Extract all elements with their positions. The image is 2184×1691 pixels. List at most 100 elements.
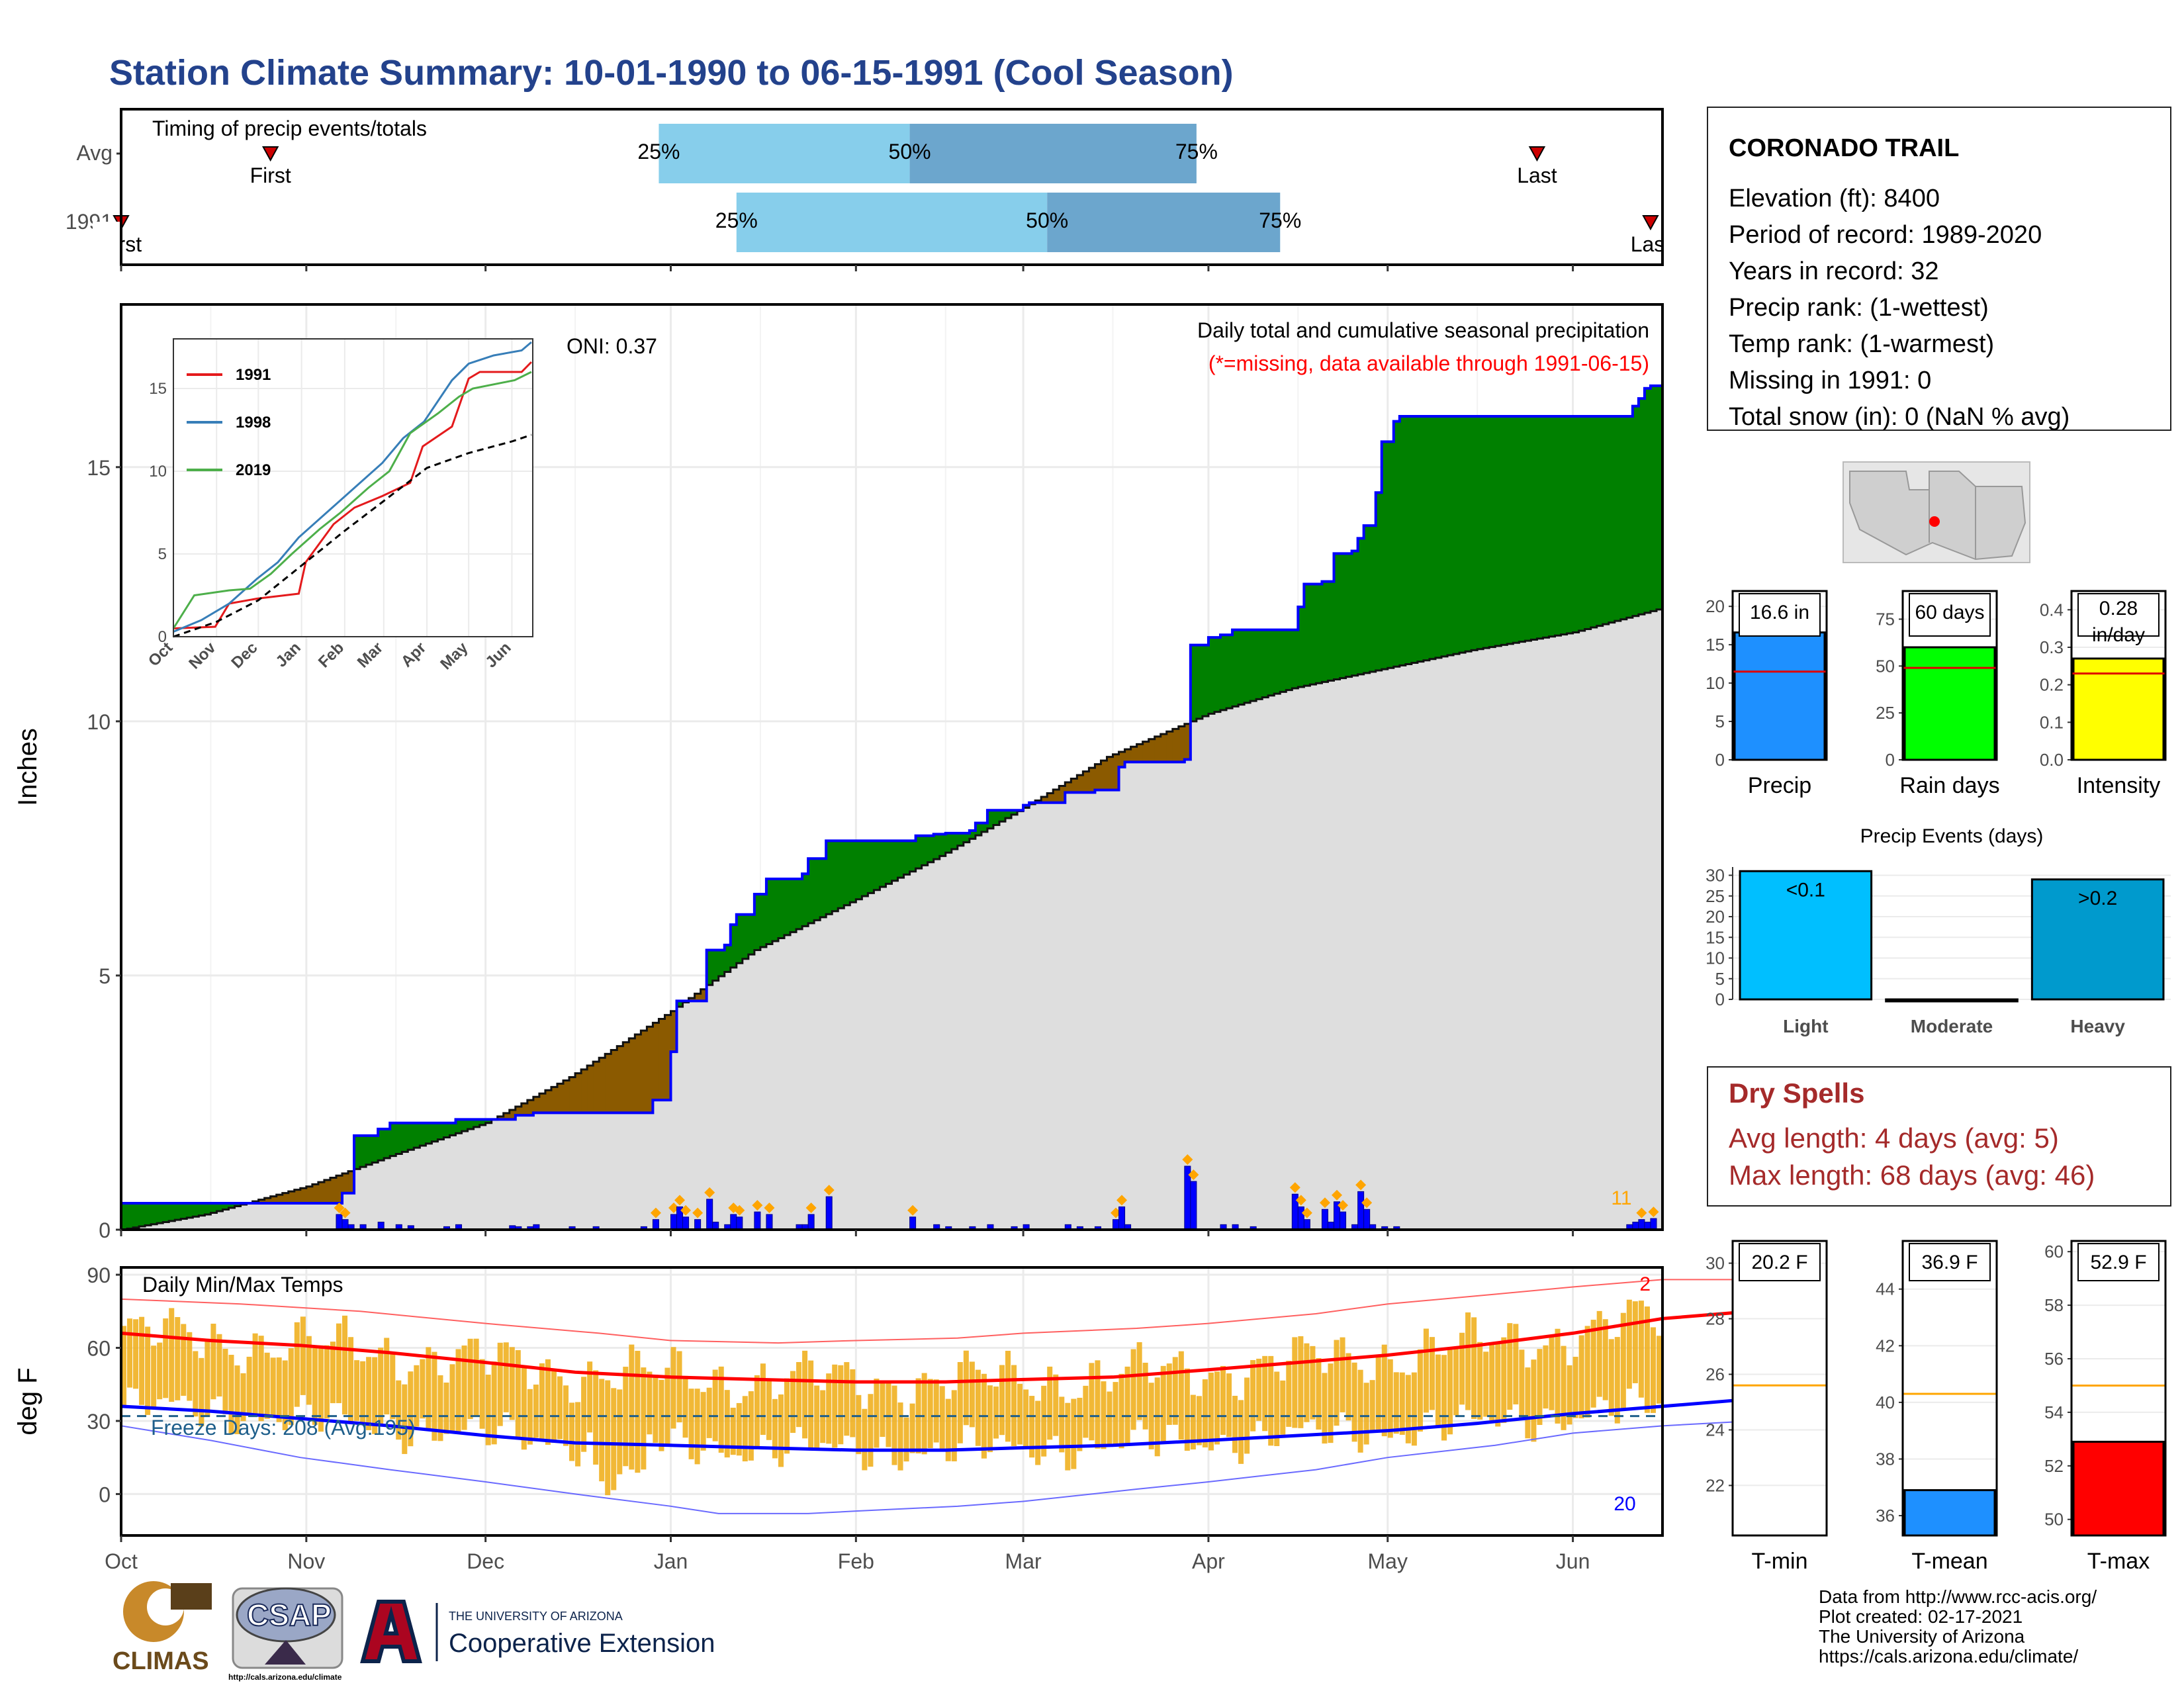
daily-temp-range-bar	[222, 1349, 228, 1414]
below-avg-fill	[569, 1077, 576, 1113]
above-avg-fill	[1226, 635, 1233, 708]
daily-precip-bar	[1298, 1207, 1304, 1230]
precip-chart-title: Daily total and cumulative seasonal prec…	[1197, 318, 1649, 342]
daily-temp-range-bar	[510, 1347, 515, 1420]
events-x-tick-label: Heavy	[2070, 1016, 2125, 1036]
above-avg-fill	[169, 1203, 175, 1221]
summary-value-bar	[1905, 647, 1995, 760]
above-avg-fill	[1621, 416, 1627, 619]
daily-temp-range-bar	[1501, 1338, 1506, 1423]
daily-temp-range-bar	[940, 1386, 945, 1448]
csap-url: http://cals.arizona.edu/climate	[228, 1672, 342, 1682]
daily-temp-range-bar	[1316, 1358, 1321, 1430]
below-avg-fill	[1155, 737, 1161, 762]
daily-temp-range-bar	[378, 1348, 383, 1425]
daily-temp-range-bar	[1597, 1311, 1602, 1397]
above-avg-fill	[1471, 416, 1478, 650]
above-avg-fill	[1501, 416, 1508, 645]
above-avg-fill	[1328, 582, 1334, 681]
daily-temp-range-bar	[1621, 1313, 1626, 1410]
precip-y-tick-label: 5	[99, 964, 111, 988]
daily-temp-range-bar	[653, 1375, 658, 1443]
daily-temp-range-bar	[1101, 1381, 1106, 1449]
below-avg-fill	[587, 1066, 594, 1113]
events-y-tick-label: 10	[1706, 948, 1725, 968]
daily-temp-range-bar	[1125, 1367, 1130, 1445]
daily-temp-range-bar	[1477, 1342, 1482, 1420]
daily-temp-range-bar	[1591, 1320, 1596, 1408]
daily-temp-range-bar	[312, 1348, 318, 1425]
daily-temp-range-bar	[1328, 1363, 1333, 1443]
daily-temp-range-bar	[1220, 1366, 1226, 1435]
above-avg-fill	[1579, 416, 1586, 631]
events-y-tick-label: 15	[1706, 927, 1725, 947]
station-line-4: Temp rank: (1-warmest)	[1729, 330, 1994, 358]
summary-y-tick-label: 20	[1706, 596, 1725, 616]
daily-temp-range-bar	[175, 1317, 180, 1400]
footer-line-3: https://cals.arizona.edu/climate/	[1819, 1646, 2078, 1667]
above-avg-fill	[1627, 416, 1633, 617]
daily-temp-range-bar	[1232, 1396, 1238, 1453]
daily-temp-range-bar	[1077, 1398, 1082, 1451]
daily-temp-range-bar	[808, 1361, 813, 1449]
daily-temp-range-bar	[1507, 1323, 1512, 1410]
events-title: Precip Events (days)	[1860, 825, 2044, 847]
summary-value-label: 36.9 F	[1921, 1252, 1978, 1273]
above-avg-fill	[814, 858, 821, 920]
daily-temp-range-bar	[581, 1377, 586, 1451]
daily-temp-range-bar	[641, 1367, 646, 1469]
above-avg-fill	[1645, 388, 1651, 613]
daily-precip-bar	[910, 1217, 916, 1230]
dry-spells-title: Dry Spells	[1729, 1077, 1864, 1109]
above-avg-fill	[1549, 416, 1555, 637]
daily-temp-range-bar	[1107, 1392, 1112, 1444]
daily-temp-range-bar	[1603, 1319, 1608, 1400]
below-avg-fill	[557, 1083, 564, 1113]
below-avg-fill	[1107, 757, 1113, 790]
daily-temp-range-bar	[360, 1361, 365, 1422]
ua-big-text: Cooperative Extension	[449, 1629, 715, 1658]
daily-temp-range-bar	[205, 1339, 210, 1417]
below-avg-fill	[659, 1019, 665, 1100]
above-avg-fill	[1220, 635, 1227, 710]
temps-y-label: deg F	[13, 1367, 42, 1435]
daily-temp-range-bar	[271, 1357, 276, 1416]
daily-temp-range-bar	[1400, 1373, 1405, 1435]
daily-temp-range-bar	[993, 1387, 999, 1439]
above-avg-fill	[1537, 416, 1543, 639]
timing-bar-25-50	[737, 193, 1047, 252]
summary-y-tick-label: 0	[1715, 750, 1725, 770]
above-avg-fill	[1507, 416, 1514, 644]
daily-precip-bar	[695, 1220, 701, 1230]
daily-temp-range-bar	[856, 1395, 861, 1454]
events-y-tick-label: 5	[1715, 969, 1725, 989]
daily-temp-range-bar	[1453, 1348, 1459, 1416]
timing-pct-label: 50%	[1026, 208, 1068, 232]
above-avg-fill	[1597, 416, 1604, 626]
below-avg-fill	[605, 1054, 612, 1113]
daily-temp-range-bar	[922, 1373, 927, 1455]
summary-y-tick-label: 56	[2044, 1349, 2064, 1369]
above-avg-fill	[1250, 630, 1257, 702]
summary-y-tick-label: 24	[1706, 1420, 1725, 1440]
below-avg-fill	[575, 1074, 582, 1113]
x-tick-label: Apr	[1192, 1549, 1225, 1573]
daily-temp-range-bar	[1537, 1349, 1542, 1425]
daily-temp-range-bar	[1388, 1359, 1393, 1438]
daily-temp-range-bar	[432, 1352, 437, 1441]
summary-value-bar	[1735, 633, 1825, 760]
daily-temp-range-bar	[1083, 1386, 1088, 1438]
daily-temp-range-bar	[1651, 1327, 1656, 1412]
summary-y-tick-label: 58	[2044, 1295, 2064, 1315]
daily-precip-bar	[1119, 1207, 1125, 1230]
above-avg-fill	[1310, 584, 1316, 684]
daily-temp-range-bar	[1005, 1351, 1011, 1441]
daily-temp-range-bar	[342, 1316, 347, 1414]
daily-temp-range-bar	[516, 1350, 521, 1440]
above-avg-fill	[187, 1203, 193, 1218]
daily-temp-range-bar	[1555, 1329, 1561, 1424]
inset-y-tick-label: 5	[158, 545, 167, 563]
timing-chart: Timing of precip events/totals25%50%75%A…	[66, 109, 1702, 265]
daily-temp-range-bar	[1364, 1383, 1369, 1444]
